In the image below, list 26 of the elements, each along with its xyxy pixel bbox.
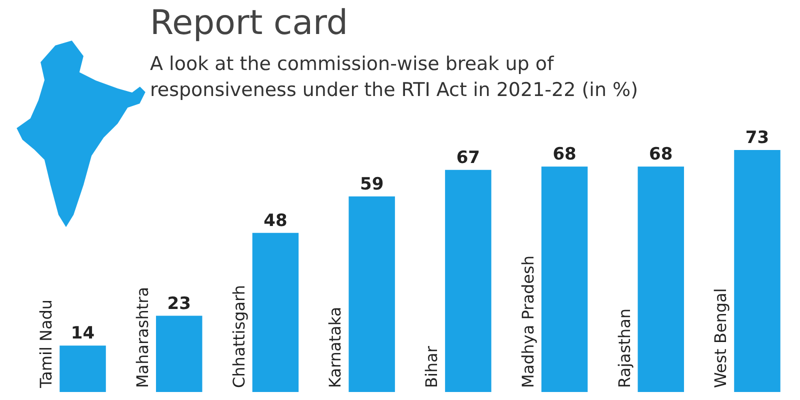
bar bbox=[60, 346, 106, 392]
bar bbox=[638, 166, 684, 392]
data-label: 67 bbox=[456, 148, 480, 168]
x-tick-label: Rajasthan bbox=[614, 308, 634, 388]
chart-subtitle: A look at the commission-wise break up of responsiveness under the RTI Act in 2021-22 (in %) bbox=[150, 53, 638, 101]
data-label: 73 bbox=[745, 128, 770, 148]
bar bbox=[445, 170, 492, 392]
x-tick-label: Madhya Pradesh bbox=[518, 256, 538, 388]
bar bbox=[252, 232, 299, 392]
data-label: 68 bbox=[649, 144, 673, 165]
chart-title: Report card bbox=[150, 3, 348, 43]
bar bbox=[541, 166, 588, 392]
x-tick-label: Bihar bbox=[422, 346, 442, 388]
data-label: 48 bbox=[264, 210, 288, 231]
data-label: 68 bbox=[552, 144, 576, 165]
data-label: 23 bbox=[167, 294, 191, 314]
x-tick-label: Tamil Nadu bbox=[36, 299, 56, 389]
data-label: 59 bbox=[360, 174, 384, 194]
bar bbox=[156, 316, 202, 392]
x-tick-label: Maharashtra bbox=[132, 286, 152, 388]
bar bbox=[348, 196, 395, 392]
bar bbox=[734, 150, 780, 392]
x-tick-label: West Bengal bbox=[711, 288, 730, 388]
x-tick-label: Chhattisgarh bbox=[229, 285, 248, 388]
x-tick-label: Karnataka bbox=[326, 306, 345, 388]
data-label: 14 bbox=[70, 324, 95, 344]
